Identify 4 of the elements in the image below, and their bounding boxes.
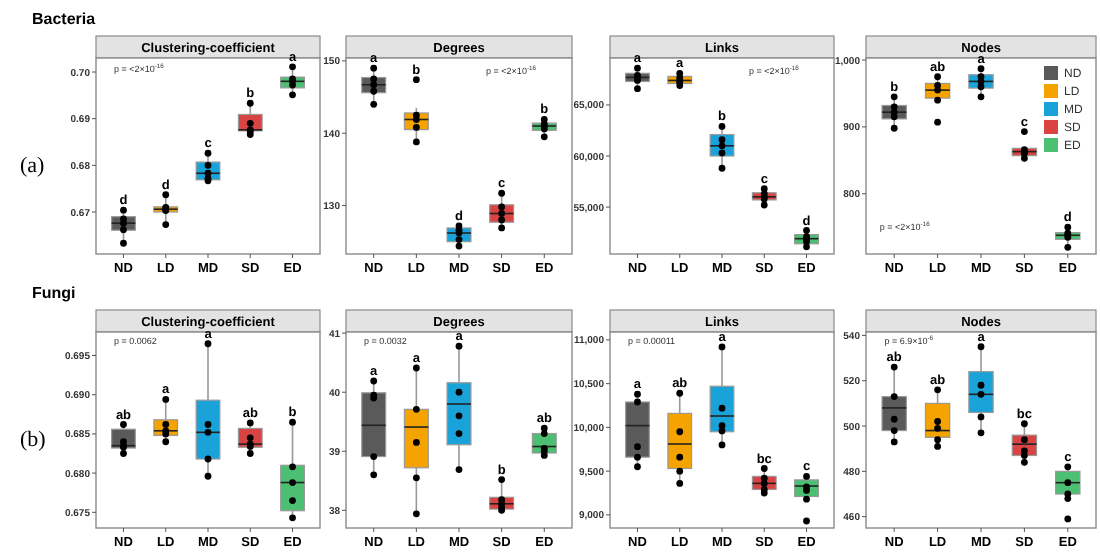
- text: (b): [20, 428, 47, 452]
- chart-subtitle: Fungi: [32, 284, 76, 302]
- chart-subtitle: Bacteria: [32, 10, 97, 28]
- text: (a): [20, 154, 46, 178]
